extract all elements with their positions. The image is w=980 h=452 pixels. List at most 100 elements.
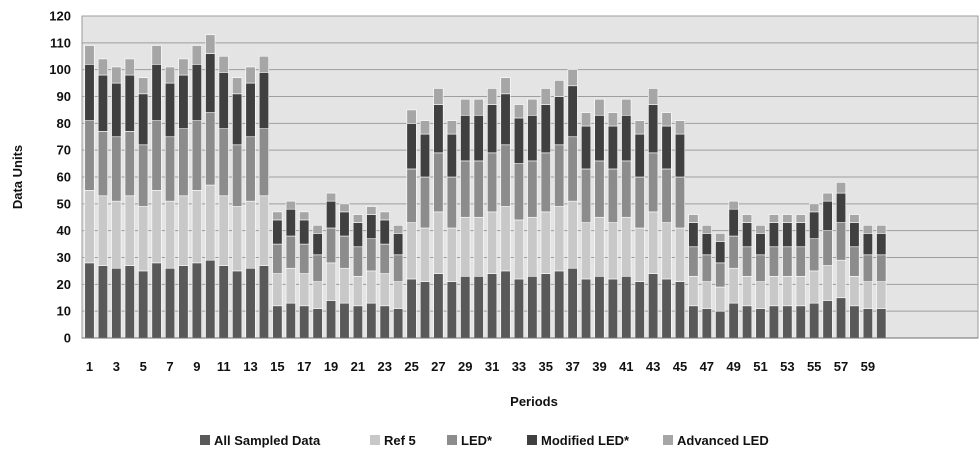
bar-segment xyxy=(527,216,538,277)
bar-segment xyxy=(500,93,511,146)
bar-segment xyxy=(554,270,565,339)
bar-segment xyxy=(232,270,243,339)
bar-segment xyxy=(513,117,524,164)
bar-segment xyxy=(554,144,565,207)
bar-segment xyxy=(513,278,524,339)
bar-segment xyxy=(446,120,457,135)
bar-segment xyxy=(728,302,739,339)
bar-segment xyxy=(272,273,283,307)
bar-segment xyxy=(661,112,672,127)
bar-segment xyxy=(419,227,431,282)
bar-segment xyxy=(339,203,350,213)
bar-segment xyxy=(178,265,189,339)
bar-segment xyxy=(862,254,873,282)
y-tick-label: 0 xyxy=(64,331,71,346)
bar-segment xyxy=(111,82,122,138)
bar-segment xyxy=(487,152,498,213)
bar-segment xyxy=(299,219,310,245)
bar-segment xyxy=(487,104,498,154)
legend-label: Ref 5 xyxy=(384,433,416,448)
bar-segment xyxy=(728,208,739,237)
legend-item: All Sampled Data xyxy=(200,433,321,448)
bar-segment xyxy=(339,267,350,304)
legend-label: LED* xyxy=(461,433,493,448)
bar-segment xyxy=(742,305,753,339)
x-tick-label: 59 xyxy=(861,359,875,374)
bar-segment xyxy=(473,114,484,162)
x-tick-label: 51 xyxy=(753,359,767,374)
bar-segment xyxy=(661,168,672,223)
bar-segment xyxy=(84,262,95,339)
bar-segment xyxy=(433,152,444,213)
x-tick-label: 3 xyxy=(113,359,120,374)
bar-segment xyxy=(634,281,645,339)
bar-segment xyxy=(258,195,270,266)
bar-segment xyxy=(460,216,471,277)
bar-segment xyxy=(138,93,149,146)
bar-segment xyxy=(755,225,766,234)
bar-segment xyxy=(419,120,431,135)
bar-segment xyxy=(191,45,202,65)
bar-segment xyxy=(822,192,833,202)
bar-segment xyxy=(352,246,363,277)
bar-segment xyxy=(326,192,337,202)
bar-segment xyxy=(876,254,887,282)
x-tick-label: 31 xyxy=(485,359,499,374)
x-tick-label: 15 xyxy=(270,359,284,374)
bar-segment xyxy=(191,120,202,191)
bar-segment xyxy=(393,225,404,234)
bar-segment xyxy=(809,270,820,304)
bar-segment xyxy=(661,125,672,170)
bar-segment xyxy=(124,131,135,197)
bar-segment xyxy=(258,265,270,339)
x-tick-label: 17 xyxy=(297,359,311,374)
bar-segment xyxy=(768,305,779,339)
bar-segment xyxy=(795,246,806,277)
bar-segment xyxy=(151,64,162,121)
bar-segment xyxy=(84,120,95,191)
bar-segment xyxy=(97,58,108,76)
bar-segment xyxy=(433,211,444,274)
bar-segment xyxy=(245,82,256,138)
y-tick-label: 20 xyxy=(57,277,71,292)
bar-segment xyxy=(674,120,686,135)
bar-segment xyxy=(111,66,122,84)
legend-label: Advanced LED xyxy=(677,433,769,448)
x-tick-label: 55 xyxy=(807,359,821,374)
bar-segment xyxy=(768,214,779,223)
bar-segment xyxy=(755,254,766,282)
bar-segment xyxy=(835,222,847,261)
bar-segment xyxy=(594,114,605,162)
bar-segment xyxy=(835,259,847,299)
bar-segment xyxy=(674,133,686,178)
bar-segment xyxy=(527,275,538,339)
bar-segment xyxy=(272,219,283,245)
bar-segment xyxy=(580,278,592,339)
bar-segment xyxy=(124,74,135,132)
bar-segment xyxy=(460,160,471,218)
x-tick-label: 39 xyxy=(592,359,606,374)
bar-segment xyxy=(634,227,645,282)
bar-segment xyxy=(352,275,363,307)
bar-segment xyxy=(594,98,605,116)
bar-segment xyxy=(339,302,350,339)
bar-segment xyxy=(379,273,390,307)
bar-segment xyxy=(460,275,471,339)
bar-segment xyxy=(527,98,538,116)
legend-swatch xyxy=(527,435,537,445)
bar-segment xyxy=(312,233,323,256)
bar-segment xyxy=(164,136,176,202)
bar-segment xyxy=(742,275,753,307)
bar-segment xyxy=(500,206,511,272)
bar-segment xyxy=(218,195,229,266)
bar-segment xyxy=(742,246,753,277)
bar-segment xyxy=(795,222,806,248)
bar-segment xyxy=(822,265,833,301)
bar-segment xyxy=(352,305,363,339)
bar-segment xyxy=(835,182,847,194)
bar-segment xyxy=(648,104,659,154)
bar-segment xyxy=(97,195,108,266)
bar-segment xyxy=(688,275,699,307)
bar-segment xyxy=(862,308,873,339)
bar-segment xyxy=(594,275,605,339)
